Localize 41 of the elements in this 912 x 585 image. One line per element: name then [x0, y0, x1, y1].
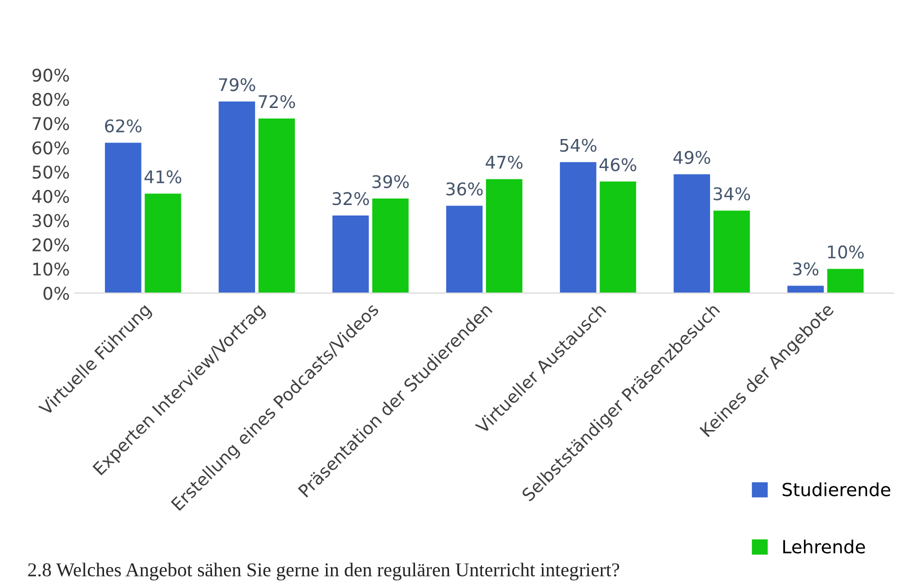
bar [787, 286, 824, 294]
bar [218, 102, 256, 294]
y-tick-label: 80% [32, 92, 69, 106]
bar [446, 206, 483, 294]
y-tick-label: 60% [32, 141, 69, 154]
bar [332, 216, 369, 294]
y-tick-label: 20% [32, 238, 69, 252]
data-label: 54% [560, 138, 596, 152]
data-label: 10% [828, 245, 864, 259]
legend-label: Lehrende [783, 540, 865, 554]
y-tick-label: 10% [33, 262, 69, 276]
bar [600, 182, 636, 294]
y-tick-label: 40% [32, 190, 69, 203]
bar [713, 210, 750, 294]
y-tick-label: 70% [32, 117, 69, 130]
legend-label: Studierende [782, 482, 890, 496]
data-label: 36% [446, 182, 483, 196]
data-label: 32% [332, 192, 369, 206]
bar [258, 118, 295, 294]
y-tick-label: 90% [32, 68, 69, 82]
data-label: 79% [219, 78, 256, 92]
bar [674, 174, 710, 294]
bar [827, 268, 864, 294]
data-label: 62% [105, 119, 142, 132]
bar [144, 194, 182, 294]
y-tick-label: 50% [32, 166, 69, 179]
data-label: 49% [673, 150, 710, 164]
data-label: 47% [486, 156, 523, 169]
data-label: 41% [144, 170, 182, 184]
bar [104, 142, 142, 294]
y-tick-label: 0% [44, 286, 69, 300]
text: 2.8 Welches Angebot sähen Sie gerne in den regulären Unterricht integriert? [28, 562, 620, 580]
y-tick-label: 30% [32, 214, 69, 228]
data-label: 46% [599, 158, 636, 172]
data-label: 34% [714, 187, 750, 200]
bar [560, 162, 596, 294]
data-label: 72% [258, 95, 296, 108]
bar [486, 179, 522, 294]
bar [372, 198, 409, 294]
data-label: 39% [372, 175, 409, 188]
data-label: 3% [793, 262, 818, 276]
